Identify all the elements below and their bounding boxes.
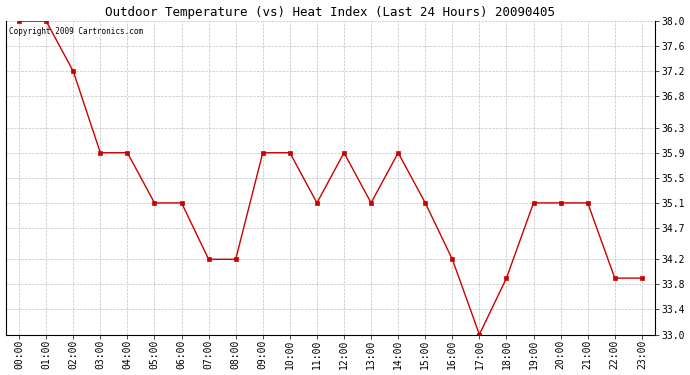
Title: Outdoor Temperature (vs) Heat Index (Last 24 Hours) 20090405: Outdoor Temperature (vs) Heat Index (Las… bbox=[106, 6, 555, 18]
Text: Copyright 2009 Cartronics.com: Copyright 2009 Cartronics.com bbox=[9, 27, 143, 36]
